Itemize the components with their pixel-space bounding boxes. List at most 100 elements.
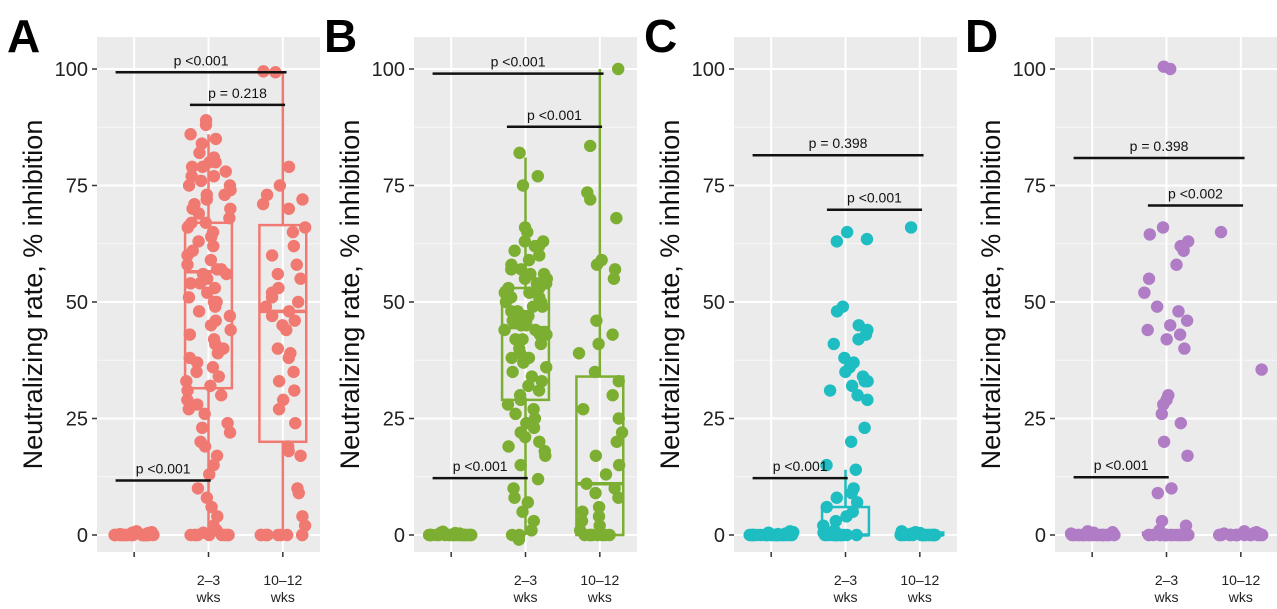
data-point bbox=[1106, 526, 1119, 539]
data-point bbox=[606, 389, 619, 402]
data-point bbox=[509, 333, 522, 346]
data-point bbox=[290, 258, 303, 271]
data-point bbox=[1157, 435, 1171, 448]
data-point bbox=[200, 491, 214, 504]
data-point bbox=[771, 527, 785, 541]
data-point bbox=[610, 211, 623, 225]
comparison-p-value: p <0.001 bbox=[527, 107, 582, 123]
data-point bbox=[182, 179, 196, 192]
data-point bbox=[528, 239, 542, 253]
data-point bbox=[1156, 221, 1170, 234]
data-point bbox=[296, 510, 309, 523]
data-point bbox=[860, 232, 874, 246]
data-point bbox=[1174, 416, 1188, 430]
data-point bbox=[608, 482, 621, 495]
data-point bbox=[207, 169, 221, 183]
data-point bbox=[845, 486, 858, 500]
data-point bbox=[578, 528, 591, 542]
data-point bbox=[1182, 528, 1195, 542]
data-point bbox=[507, 482, 520, 495]
data-point bbox=[592, 510, 606, 523]
data-point bbox=[193, 146, 206, 160]
data-point bbox=[522, 379, 535, 393]
panel-label: A bbox=[7, 10, 40, 62]
data-point bbox=[612, 375, 625, 388]
data-point bbox=[608, 263, 622, 276]
comparison-p-value: p <0.001 bbox=[136, 460, 191, 476]
data-point bbox=[204, 253, 218, 267]
data-point bbox=[192, 207, 206, 220]
data-point bbox=[523, 286, 536, 299]
data-point bbox=[1151, 486, 1164, 500]
data-point bbox=[521, 496, 535, 509]
data-point bbox=[576, 505, 589, 518]
data-point bbox=[287, 365, 300, 379]
data-point bbox=[516, 505, 529, 518]
data-point bbox=[514, 393, 527, 407]
data-point bbox=[1150, 300, 1164, 313]
y-tick-label: 50 bbox=[383, 292, 405, 314]
data-point bbox=[588, 365, 602, 379]
data-point bbox=[212, 370, 226, 383]
y-tick-label: 100 bbox=[1013, 59, 1046, 81]
comparison-p-value: p <0.002 bbox=[1168, 186, 1223, 202]
data-point bbox=[611, 62, 625, 76]
points-1 bbox=[1138, 60, 1195, 542]
data-point bbox=[145, 526, 159, 539]
data-point bbox=[259, 300, 273, 313]
panel-b: 0 25 50 75 100 2–3 wks 10–12 wks Neutralizing rat… bbox=[324, 10, 637, 605]
data-point bbox=[198, 440, 212, 453]
data-point bbox=[525, 370, 539, 383]
data-point bbox=[294, 449, 307, 462]
data-point bbox=[509, 407, 522, 421]
data-point bbox=[223, 211, 236, 225]
data-point bbox=[199, 118, 213, 132]
data-point bbox=[830, 491, 843, 504]
data-point bbox=[603, 528, 616, 542]
data-point bbox=[1173, 528, 1186, 542]
data-point bbox=[840, 528, 854, 542]
data-point bbox=[527, 402, 540, 416]
data-point bbox=[576, 402, 590, 416]
data-point bbox=[533, 328, 547, 341]
data-point bbox=[200, 193, 213, 206]
data-point bbox=[190, 356, 204, 369]
y-tick-label: 75 bbox=[383, 176, 405, 198]
data-point bbox=[498, 323, 511, 337]
data-point bbox=[840, 510, 853, 523]
comparison-p-value: p <0.001 bbox=[453, 458, 508, 474]
data-point bbox=[271, 528, 285, 542]
data-point bbox=[192, 235, 205, 248]
data-point bbox=[1164, 528, 1177, 542]
panel-label: D bbox=[965, 10, 998, 62]
data-point bbox=[218, 528, 231, 542]
data-point bbox=[1165, 482, 1178, 495]
data-point bbox=[506, 365, 519, 379]
data-point bbox=[1141, 323, 1154, 337]
data-point bbox=[534, 337, 548, 351]
data-point bbox=[198, 407, 211, 421]
x-tick-label: 2–3 wks bbox=[512, 572, 537, 605]
data-point bbox=[190, 365, 203, 379]
data-point bbox=[508, 491, 521, 504]
data-point bbox=[838, 351, 851, 365]
data-point bbox=[206, 361, 220, 374]
y-tick-label: 50 bbox=[66, 292, 88, 314]
data-point bbox=[572, 347, 586, 360]
data-point bbox=[750, 528, 763, 542]
data-point bbox=[298, 519, 312, 532]
y-tick-label: 25 bbox=[383, 409, 405, 431]
data-point bbox=[260, 188, 274, 202]
data-point bbox=[1164, 62, 1177, 76]
data-point bbox=[1155, 407, 1168, 421]
comparison-p-value: p = 0.218 bbox=[208, 85, 267, 101]
data-point bbox=[1157, 398, 1170, 411]
data-point bbox=[436, 525, 450, 538]
points-2 bbox=[894, 221, 942, 542]
data-point bbox=[589, 486, 602, 500]
comparison-p-value: p = 0.398 bbox=[1130, 138, 1189, 154]
data-point bbox=[185, 160, 199, 174]
y-tick-label: 100 bbox=[55, 59, 88, 81]
data-point bbox=[205, 500, 218, 514]
data-point bbox=[184, 128, 197, 141]
